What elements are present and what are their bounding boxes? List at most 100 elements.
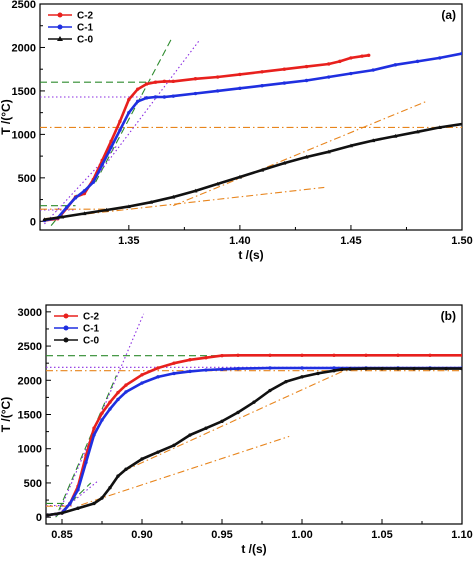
- panel-b-data-point: [252, 400, 256, 404]
- panel-a-data-point: [348, 143, 353, 148]
- panel-b-data-point: [92, 426, 96, 430]
- panel-a-legend-item: C-1: [48, 23, 94, 34]
- panel-a-data-point: [171, 79, 175, 84]
- panel-b-data-point: [204, 426, 208, 430]
- panel-a-data-point: [127, 110, 131, 115]
- panel-a-data-point: [144, 96, 149, 100]
- panel-b-x-tick-label: 0.85: [51, 529, 72, 541]
- panel-a-data-point: [304, 154, 309, 159]
- panel-b-data-point: [140, 457, 144, 461]
- panel-b-x-tick-label: 0.95: [211, 529, 232, 541]
- panel-b-data-point: [412, 366, 416, 371]
- panel-a-data-point: [437, 125, 442, 130]
- panel-a-data-point: [349, 71, 353, 76]
- panel-a-data-point: [171, 194, 176, 199]
- panel-a-data-point: [393, 133, 398, 138]
- panel-b-data-point: [460, 366, 462, 371]
- panel-b-data-point: [100, 496, 104, 500]
- panel-a-series-c-0: [42, 121, 462, 222]
- panel-b-data-point: [332, 366, 336, 370]
- panel-b-x-tick-label: 1.05: [371, 529, 392, 541]
- panel-a-data-point: [109, 145, 113, 150]
- panel-a-temperature-chart: 1.35 1.40 1.45 1.50 0 500 1000 1500 2000 2500 t /(…: [0, 0, 473, 262]
- panel-a-y-tick-label: 500: [18, 173, 36, 185]
- panel-a-guide-line-segment: [83, 39, 201, 193]
- panel-a-data-point: [260, 70, 264, 74]
- panel-b-y-tick-label: 1500: [18, 410, 42, 422]
- panel-b-data-point: [380, 366, 384, 371]
- panel-a-y-tick-label: 0: [30, 216, 36, 228]
- panel-a-data-point: [136, 87, 140, 91]
- panel-b-x-tick-label: 1.10: [451, 529, 472, 541]
- panel-a-y-tick-label: 2000: [12, 42, 36, 54]
- panel-b-legend-label: C-1: [83, 324, 100, 335]
- panel-b-data-point: [428, 366, 432, 371]
- panel-a-data-point: [349, 56, 353, 60]
- panel-b-data-point: [92, 433, 96, 437]
- panel-b-series-line-c-2: [46, 354, 462, 517]
- panel-a-series-line-c-1: [43, 52, 462, 222]
- panel-b-data-point: [140, 373, 144, 377]
- panel-b-legend-marker: [63, 325, 69, 331]
- panel-b-guide-line-segment: [58, 375, 117, 511]
- panel-b-series-line-c-0: [46, 367, 462, 517]
- panel-a-data-point: [60, 214, 65, 219]
- panel-b-data-point: [124, 383, 128, 387]
- panel-a-data-point: [260, 167, 265, 172]
- panel-a-data-point: [193, 77, 198, 81]
- panel-a-data-point: [367, 53, 371, 57]
- panel-a-data-point: [149, 199, 154, 204]
- panel-b-legend-item: C-2: [54, 312, 100, 323]
- panel-a-data-point: [42, 217, 47, 222]
- panel-a-legend-marker: [57, 36, 63, 41]
- panel-a-legend-item: C-2: [48, 11, 94, 22]
- panel-a-data-point: [438, 56, 442, 60]
- panel-b-plot-area: [46, 313, 462, 518]
- panel-b-data-point: [444, 366, 448, 371]
- panel-a-data-point: [136, 99, 140, 104]
- panel-b-data-point: [116, 390, 120, 395]
- panel-a-x-axis: 1.35 1.40 1.45 1.50: [118, 225, 473, 247]
- panel-b-data-point: [108, 486, 112, 490]
- panel-b-series-c-1: [46, 366, 462, 517]
- panel-b-guide-line-segment: [124, 367, 351, 472]
- panel-a-series-line-c-2: [43, 54, 370, 222]
- panel-b-data-point: [284, 379, 288, 384]
- panel-a-legend-label: C-0: [77, 35, 94, 46]
- panel-b-series-c-0: [46, 366, 462, 517]
- panel-b-data-point: [60, 511, 64, 515]
- panel-a-guide-line-segment: [173, 100, 427, 207]
- panel-b-data-point: [220, 367, 224, 372]
- panel-b-x-axis-title: t /(s): [241, 542, 266, 556]
- panel-a-data-point: [304, 64, 309, 69]
- panel-b-data-point: [364, 366, 368, 371]
- panel-b-y-tick-label: 500: [24, 478, 42, 490]
- panel-b-data-point: [76, 506, 80, 510]
- panel-b-guide-line-segment: [55, 481, 98, 517]
- panel-a-legend-label: C-1: [77, 23, 94, 34]
- panel-a-x-tick-label: 1.40: [229, 235, 250, 247]
- panel-b-legend-item: C-0: [54, 336, 100, 347]
- panel-a-data-point: [118, 128, 122, 132]
- panel-b-y-tick-label: 2000: [18, 375, 42, 387]
- panel-a-data-point: [304, 78, 309, 83]
- panel-b-data-point: [396, 366, 400, 371]
- panel-b-data-point: [348, 367, 352, 371]
- panel-b-data-point: [100, 418, 104, 422]
- panel-a-data-point: [162, 79, 167, 84]
- panel-a-y-axis-title: T /(°C): [0, 99, 13, 134]
- panel-b-legend-item: C-1: [54, 324, 100, 335]
- panel-b-data-point: [156, 375, 160, 379]
- panel-b-data-point: [116, 397, 120, 402]
- panel-b-data-point: [140, 381, 144, 385]
- panel-a-data-point: [215, 75, 220, 79]
- panel-a-data-point: [237, 174, 242, 179]
- panel-b-legend-label: C-2: [83, 312, 100, 323]
- panel-a-x-axis-title: t /(s): [238, 248, 263, 262]
- panel-b-data-point: [268, 388, 272, 393]
- panel-b-data-point: [332, 353, 336, 358]
- panel-a-x-tick-label: 1.50: [451, 235, 472, 247]
- panel-a-data-point: [415, 59, 420, 64]
- panel-a-data-point: [238, 86, 242, 91]
- panel-a-data-point: [109, 139, 113, 144]
